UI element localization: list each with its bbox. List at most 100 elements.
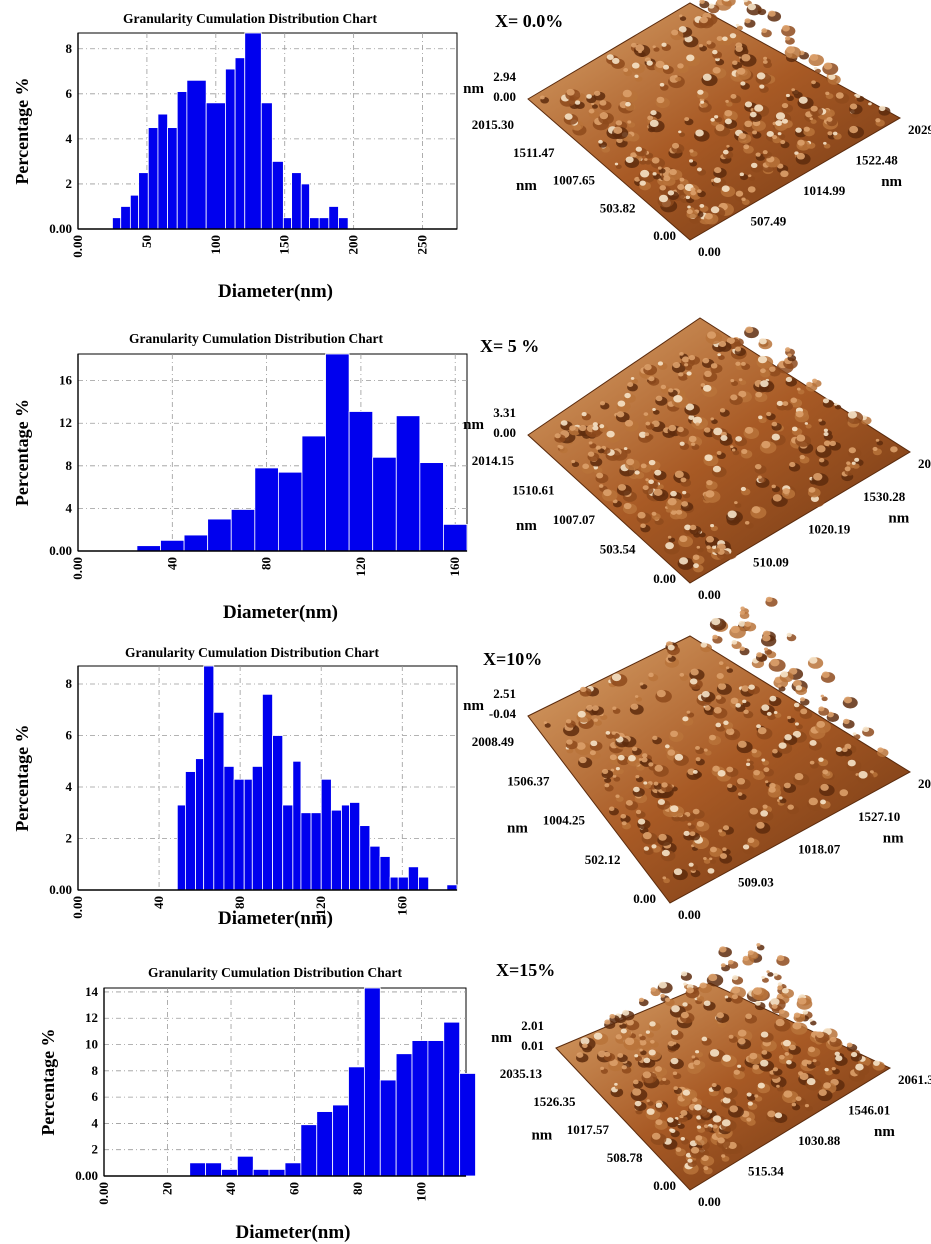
x-tick-label: 40 xyxy=(151,896,166,909)
afm-x-tick: 510.09 xyxy=(753,554,789,569)
y-tick-label: 0.00 xyxy=(49,221,72,236)
afm-x-tick: 2036.13 xyxy=(918,776,931,791)
afm-composition-label: X=10% xyxy=(483,649,542,669)
x-tick-label: 200 xyxy=(346,235,361,255)
histogram-bar xyxy=(254,467,279,552)
y-tick-label: 12 xyxy=(59,415,72,430)
y-tick-label: 16 xyxy=(59,373,73,388)
histogram-bar xyxy=(251,766,263,891)
afm-x-tick: 2061.35 xyxy=(898,1072,931,1087)
afm-y-tick: 1017.57 xyxy=(567,1122,610,1137)
histogram-bar xyxy=(213,711,225,891)
histogram-bar xyxy=(363,987,381,1177)
histogram-bar xyxy=(120,206,131,230)
y-tick-label: 2 xyxy=(92,1142,99,1157)
afm-y-tick: 1007.07 xyxy=(553,512,596,527)
afm-composition-label: X= 0.0% xyxy=(495,11,563,31)
afm-y-tick: 2014.15 xyxy=(472,453,515,468)
histogram-bar xyxy=(395,415,421,552)
x-axis-label: Diameter(nm) xyxy=(218,281,333,302)
histogram-bar xyxy=(379,856,391,891)
afm-x-unit: nm xyxy=(881,174,902,190)
afm-x-unit: nm xyxy=(874,1124,895,1140)
afm-y-tick: 1511.47 xyxy=(513,145,555,160)
x-axis-label: Diameter(nm) xyxy=(235,1222,350,1243)
histogram-bar xyxy=(233,778,245,891)
x-tick-label: 80 xyxy=(259,557,274,570)
y-tick-label: 8 xyxy=(66,458,73,473)
histogram-bar xyxy=(320,778,332,891)
x-tick-label: 100 xyxy=(208,235,223,255)
x-tick-label: 40 xyxy=(164,557,179,570)
afm-y-tick: 508.78 xyxy=(607,1150,643,1165)
afm-y-tick: 1004.25 xyxy=(543,813,586,828)
afm-z-unit: nm xyxy=(491,1030,512,1046)
y-tick-label: 0.00 xyxy=(49,882,72,897)
x-tick-label: 50 xyxy=(139,235,154,248)
afm-z-max: 2.01 xyxy=(521,1018,544,1033)
y-tick-label: 2 xyxy=(66,831,73,846)
histogram-panel-2: 0.00 4 8 12 16 0.00 40 80 120 160 Granularity Cumu… xyxy=(12,331,468,623)
afm-x-tick: 1530.28 xyxy=(863,489,906,504)
afm-z-unit: nm xyxy=(463,417,484,433)
y-tick-label: 12 xyxy=(85,1010,98,1025)
x-tick-label: 250 xyxy=(415,235,430,255)
y-axis-label: Percentage % xyxy=(12,399,32,506)
afm-x-tick: 0.00 xyxy=(698,244,721,259)
histogram-bar xyxy=(348,1066,365,1177)
histogram-bar xyxy=(252,1169,270,1177)
y-tick-label: 4 xyxy=(66,779,73,794)
y-tick-label: 0.00 xyxy=(49,543,72,558)
afm-x-tick: 2029.97 xyxy=(908,122,931,137)
y-tick-label: 6 xyxy=(92,1089,99,1104)
x-tick-label: 0.00 xyxy=(70,896,85,919)
histogram-bar xyxy=(260,102,273,230)
histogram-bar xyxy=(160,539,185,552)
afm-panel-4: X=15% 2.01 0.01 nm 2035.13 1526.35 1017.57 508.… xyxy=(491,943,931,1209)
afm-y-unit: nm xyxy=(516,178,537,194)
afm-z-min: 0.00 xyxy=(493,89,516,104)
y-tick-label: 0.00 xyxy=(75,1168,98,1183)
x-tick-label: 120 xyxy=(353,557,368,577)
afm-surface-texture xyxy=(543,596,889,884)
histogram-bar xyxy=(147,127,159,230)
y-tick-label: 10 xyxy=(85,1037,98,1052)
afm-surface-texture xyxy=(539,0,891,225)
histogram-bar xyxy=(316,1111,334,1177)
x-axis-label: Diameter(nm) xyxy=(223,602,338,623)
histogram-bar xyxy=(183,534,209,552)
afm-z-min: 0.00 xyxy=(493,425,516,440)
histogram-bar xyxy=(234,57,246,230)
histogram-bar xyxy=(205,1162,222,1177)
histogram-bar xyxy=(225,68,236,230)
y-tick-label: 4 xyxy=(66,131,73,146)
y-tick-label: 8 xyxy=(66,676,73,691)
y-tick-label: 6 xyxy=(66,86,73,101)
afm-z-unit: nm xyxy=(463,698,484,714)
afm-x-tick: 509.03 xyxy=(738,874,774,889)
x-tick-label: 60 xyxy=(287,1182,302,1195)
histogram-bar xyxy=(221,1169,238,1177)
histogram-panel-4: 0.00 2 4 6 8 10 12 14 0.00 20 40 60 80 100 Granularity… xyxy=(38,965,476,1243)
histogram-bar xyxy=(268,1169,286,1177)
histogram-bar xyxy=(223,766,235,891)
histogram-bar xyxy=(411,1040,429,1177)
afm-y-tick: 1007.65 xyxy=(553,173,596,188)
afm-x-tick: 1020.19 xyxy=(808,522,851,537)
histogram-panel-3: 0.00 2 4 6 8 0.00 40 80 120 160 Granularity Cumula… xyxy=(12,645,458,929)
histogram-bar xyxy=(359,825,371,891)
x-tick-label: 150 xyxy=(277,235,292,255)
histogram-bar xyxy=(300,812,312,891)
y-tick-label: 6 xyxy=(66,728,73,743)
histogram-bar xyxy=(203,665,215,891)
histogram-bar xyxy=(372,456,397,552)
histogram-bar xyxy=(443,523,468,552)
afm-y-tick: 1510.61 xyxy=(512,483,554,498)
y-axis-label: Percentage % xyxy=(12,77,32,184)
afm-y-tick: 0.00 xyxy=(653,571,676,586)
afm-surface-texture xyxy=(576,943,885,1175)
chart-title: Granularity Cumulation Distribution Char… xyxy=(148,965,402,980)
afm-z-min: 0.01 xyxy=(521,1038,544,1053)
histogram-bar xyxy=(310,812,322,891)
afm-y-tick: 1506.37 xyxy=(507,773,550,788)
